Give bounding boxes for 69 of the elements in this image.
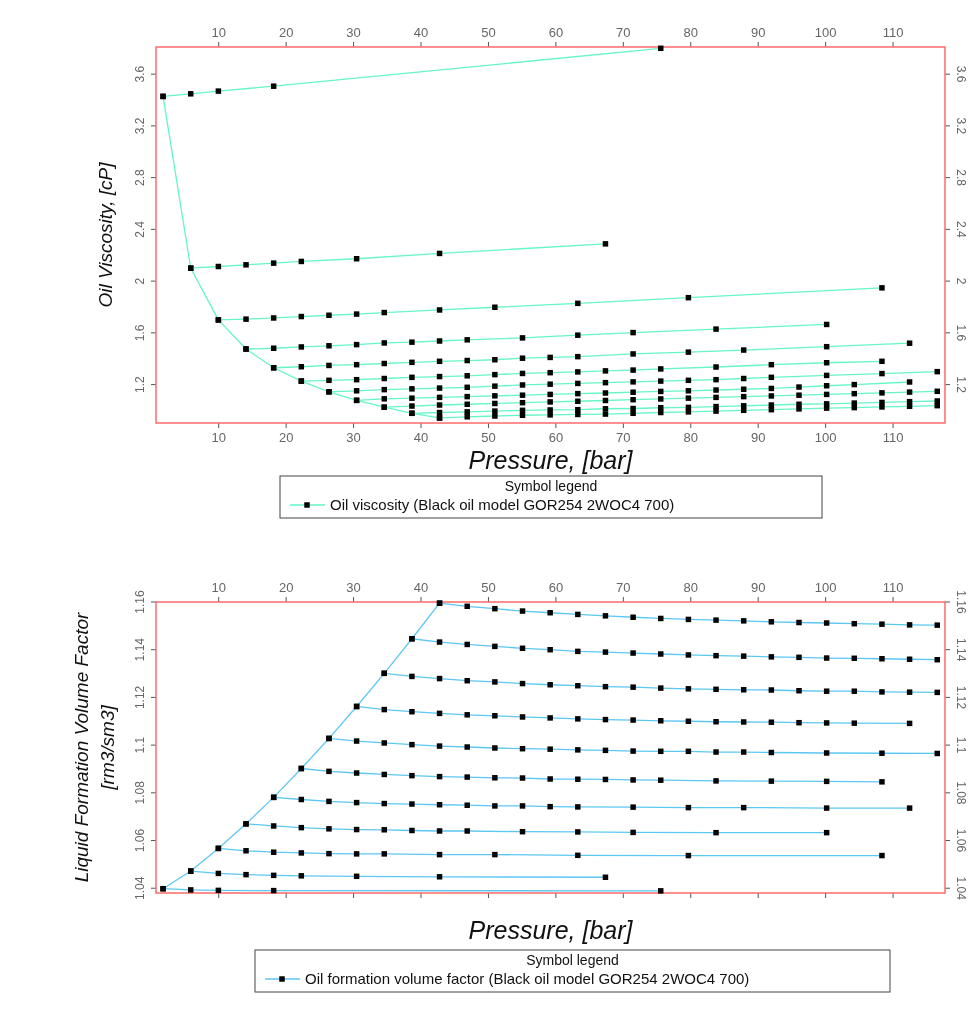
- y2-tick-label: 1.12: [954, 685, 968, 710]
- x-tick-label: 40: [413, 580, 429, 595]
- y2-tick-label: 1.2: [954, 376, 968, 394]
- y-axis-title: Oil Viscosity, [cP]: [95, 161, 116, 308]
- x-tick-label: 20: [278, 580, 294, 595]
- x-tick-label: 70: [616, 580, 631, 595]
- x-tick-label: 30: [346, 580, 361, 595]
- x-tick-label: 50: [481, 580, 496, 595]
- y-tick-label: 2.4: [133, 220, 147, 238]
- y-axis-title: Liquid Formation Volume Factor [rm3/sm3]: [71, 612, 118, 883]
- y-tick-label: 1.2: [133, 375, 147, 393]
- x-tick-label: 50: [481, 430, 496, 445]
- x-tick-label: 20: [278, 430, 294, 445]
- y2-tick-label: 2.8: [954, 169, 968, 187]
- y2-tick-label: 2: [954, 277, 968, 285]
- y2-tick-label: 2.4: [954, 221, 968, 239]
- x2-tick-label: 80: [683, 25, 698, 40]
- x-tick-label: 30: [346, 430, 361, 445]
- legend-title: Symbol legend: [526, 952, 619, 968]
- x2-tick-label: 100: [814, 25, 837, 40]
- y2-tick-label: 1.08: [954, 781, 968, 805]
- x-tick-label: 110: [882, 580, 904, 595]
- y-tick-label: 2: [133, 277, 147, 285]
- y-tick-label: 3.2: [133, 117, 147, 135]
- y2-tick-label: 3.6: [954, 65, 968, 83]
- x2-tick-label: 50: [481, 25, 496, 40]
- legend-label: Oil viscosity (Black oil model GOR254 2WOC4 700): [330, 496, 675, 513]
- legend-title: Symbol legend: [504, 478, 598, 494]
- x2-tick-label: 30: [346, 25, 361, 40]
- y2-tick-label: 1.06: [954, 828, 968, 853]
- y-tick-label: 1.14: [133, 637, 147, 662]
- x2-tick-label: 90: [750, 25, 766, 40]
- x-tick-label: 40: [413, 430, 429, 445]
- x-tick-label: 100: [814, 580, 837, 595]
- x-tick-label: 70: [616, 430, 631, 445]
- y-tick-label: 3.6: [133, 65, 147, 83]
- y-tick-label: 1.16: [133, 590, 147, 614]
- x-tick-label: 10: [211, 580, 226, 595]
- x-tick-label: 90: [750, 430, 766, 445]
- y-tick-label: 1.06: [133, 828, 147, 853]
- y-tick-label: 1.08: [133, 780, 147, 805]
- y-tick-label: 1.04: [133, 876, 147, 900]
- x-tick-label: 110: [882, 430, 904, 445]
- legend-label: Oil formation volume factor (Black oil model GOR254 2WOC4 700): [305, 970, 750, 987]
- y2-tick-label: 3.2: [954, 117, 968, 135]
- x-tick-label: 60: [548, 430, 564, 445]
- x-axis-title: Pressure, [bar]: [468, 916, 634, 944]
- y2-tick-label: 1.1: [954, 736, 968, 754]
- x2-tick-label: 10: [211, 25, 226, 40]
- x2-tick-label: 40: [413, 25, 429, 40]
- y2-tick-label: 1.16: [954, 590, 968, 614]
- x-axis-title: Pressure, [bar]: [468, 446, 634, 474]
- y-tick-label: 1.6: [133, 324, 147, 342]
- x-tick-label: 80: [683, 580, 698, 595]
- x-tick-label: 10: [211, 430, 226, 445]
- y-tick-label: 1.12: [133, 685, 147, 710]
- x2-tick-label: 70: [616, 25, 631, 40]
- x-tick-label: 100: [814, 430, 837, 445]
- x-tick-label: 90: [750, 580, 766, 595]
- y2-tick-label: 1.14: [954, 638, 968, 662]
- y-tick-label: 1.1: [133, 736, 147, 754]
- x-tick-label: 60: [548, 580, 564, 595]
- y2-tick-label: 1.6: [954, 324, 968, 342]
- x2-tick-label: 60: [548, 25, 564, 40]
- x-tick-label: 80: [683, 430, 698, 445]
- x2-tick-label: 110: [882, 25, 904, 40]
- y-tick-label: 2.8: [133, 168, 147, 186]
- y2-tick-label: 1.04: [954, 876, 968, 901]
- x2-tick-label: 20: [278, 25, 294, 40]
